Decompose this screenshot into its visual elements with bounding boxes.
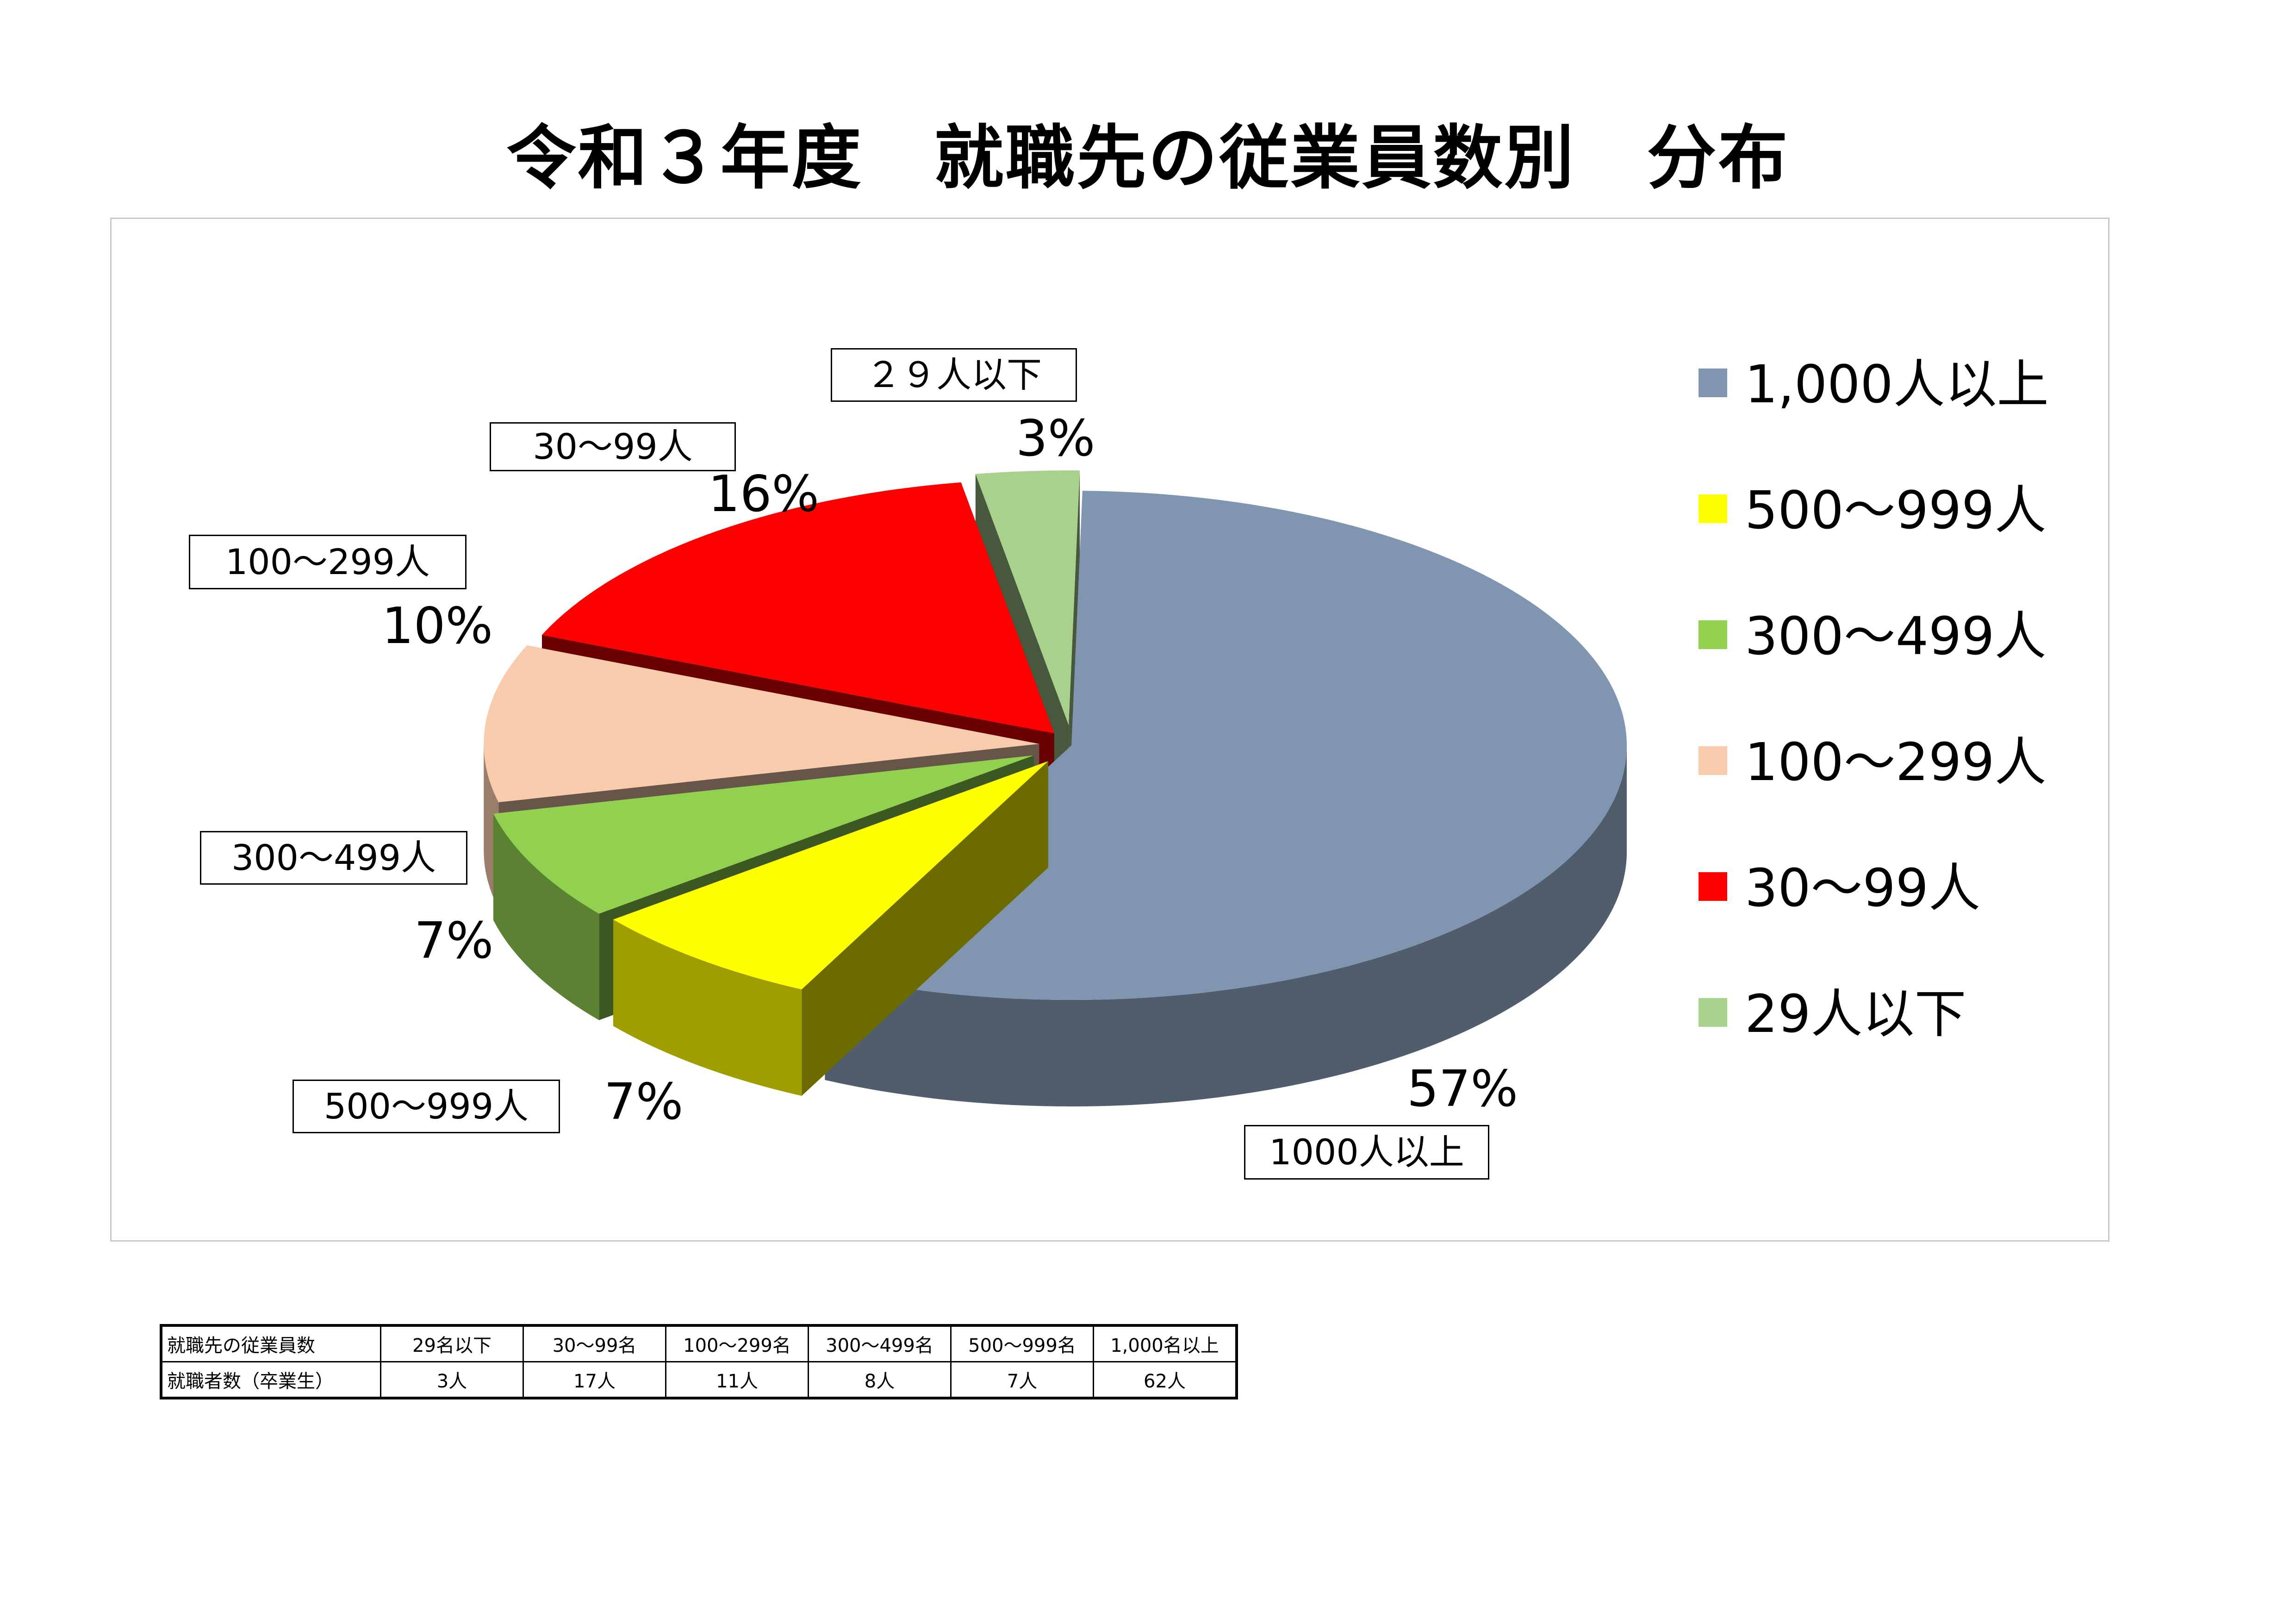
legend-label: 30～99人 xyxy=(1745,858,1981,918)
legend-label: 29人以下 xyxy=(1745,984,1966,1044)
pie-slice-rim xyxy=(825,745,1627,1106)
table-cell: 62人 xyxy=(1093,1361,1238,1399)
data-table: 就職先の従業員数 29名以下 30～99名 100～299名 300～499名 … xyxy=(160,1324,1238,1399)
pie-slice-top xyxy=(493,755,1034,914)
legend-swatch xyxy=(1699,369,1727,397)
legend-swatch xyxy=(1699,872,1727,901)
table-cell: 11人 xyxy=(665,1361,809,1399)
slice-value-s1000: 57% xyxy=(1407,1060,1518,1118)
table-column-header: 30～99名 xyxy=(523,1324,666,1362)
page-title: 令和３年度 就職先の従業員数別 分布 xyxy=(506,118,1790,199)
table-column-header: 500～999名 xyxy=(950,1324,1094,1362)
slice-value-s500: 7% xyxy=(604,1073,684,1131)
slice-label-s500: 500～999人 xyxy=(292,1080,560,1133)
pie-slice-top xyxy=(542,482,1054,734)
table-header-label: 就職先の従業員数 xyxy=(160,1324,381,1362)
pie-slice-top xyxy=(975,470,1080,725)
legend-label: 300～499人 xyxy=(1745,606,2047,667)
pie-slice-top xyxy=(484,645,1039,802)
table-cell: 7人 xyxy=(950,1361,1094,1399)
legend-label: 1,000人以上 xyxy=(1745,355,2049,415)
table-column-header: 29名以下 xyxy=(380,1324,524,1362)
table-cell: 3人 xyxy=(380,1361,524,1399)
slice-label-s29: ２９人以下 xyxy=(831,348,1077,402)
pie-slice-top xyxy=(613,761,1048,990)
table-cell: 17人 xyxy=(523,1361,666,1399)
table-column-header: 1,000名以上 xyxy=(1093,1324,1238,1362)
legend-swatch xyxy=(1699,746,1727,775)
table-column-header: 300～499名 xyxy=(808,1324,952,1362)
legend-swatch xyxy=(1699,620,1727,649)
table-row-label: 就職者数（卒業生） xyxy=(160,1361,381,1399)
table-cell: 8人 xyxy=(808,1361,952,1399)
legend-swatch xyxy=(1699,998,1727,1027)
slice-value-s29: 3% xyxy=(1016,410,1095,468)
slice-label-s30: 30～99人 xyxy=(490,422,736,471)
slice-value-s300: 7% xyxy=(414,912,494,970)
slice-label-s1000: 1000人以上 xyxy=(1244,1125,1489,1180)
legend-label: 100～299人 xyxy=(1745,732,2047,793)
legend-swatch xyxy=(1699,494,1727,523)
pie-slice-rim xyxy=(493,813,599,1020)
slice-label-s300: 300～499人 xyxy=(200,831,467,885)
table-row: 就職者数（卒業生） 3人 17人 11人 8人 7人 62人 xyxy=(160,1361,1238,1399)
pie-slice-rim xyxy=(613,919,802,1096)
slice-value-s30: 16% xyxy=(708,465,820,523)
slice-value-s100: 10% xyxy=(382,597,493,655)
table-header-row: 就職先の従業員数 29名以下 30～99名 100～299名 300～499名 … xyxy=(160,1324,1238,1362)
legend-label: 500～999人 xyxy=(1745,481,2047,541)
slice-label-s100: 100～299人 xyxy=(189,535,467,589)
pie-slice-wall xyxy=(1069,470,1080,832)
pie-slice-s500 xyxy=(613,761,1048,1096)
table-column-header: 100～299名 xyxy=(665,1324,809,1362)
